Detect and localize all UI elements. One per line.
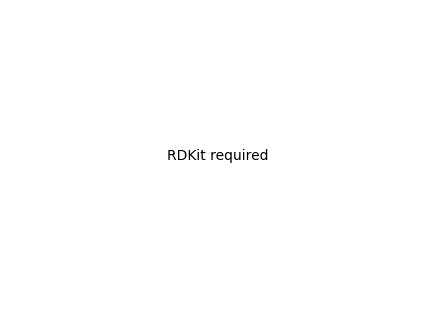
Text: RDKit required: RDKit required [166,149,268,163]
